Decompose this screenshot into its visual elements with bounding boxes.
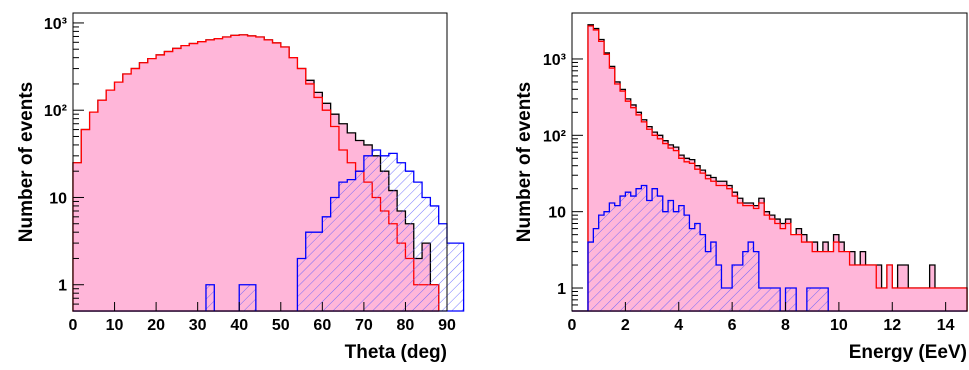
- left-x-tick-label: 30: [189, 317, 207, 334]
- left-x-tick-label: 90: [438, 317, 456, 334]
- right-histograms: [572, 24, 968, 312]
- right-y-tick-label: 10³: [543, 52, 566, 69]
- right-plot-frame: [571, 12, 968, 312]
- left-y-tick-label: 10: [49, 190, 67, 207]
- left-x-ticks: 0 10 20 30 40 50 60 70 80 90: [69, 302, 456, 334]
- chart-right: 0 2 4 6 8 10 12 14 1 10 10² 10³ Energy (EeV) Numbe…: [514, 12, 968, 363]
- right-y-ticks: 1 10 10² 10³: [543, 52, 583, 312]
- chart-left: 0 10 20 30 40 50 60 70 80 90 1 10 10² 10³ Theta (deg…: [16, 12, 465, 363]
- left-x-tick-label: 70: [355, 317, 373, 334]
- left-y-axis-label: Number of events: [16, 82, 37, 242]
- right-x-tick-label: 12: [883, 317, 901, 334]
- right-x-axis-label: Energy (EeV): [849, 342, 967, 363]
- left-histograms: [72, 34, 465, 312]
- left-plot-frame: [72, 12, 448, 312]
- left-x-tick-label: 80: [397, 317, 415, 334]
- left-y-tick-label: 1: [58, 278, 67, 295]
- right-y-tick-label: 1: [557, 281, 566, 298]
- right-y-tick-label: 10: [548, 205, 566, 222]
- left-x-axis-label: Theta (deg): [345, 342, 447, 363]
- right-x-ticks: 0 2 4 6 8 10 12 14: [568, 302, 955, 334]
- left-x-tick-label: 20: [147, 317, 165, 334]
- right-x-tick-label: 14: [937, 317, 955, 334]
- left-y-tick-label: 10²: [44, 103, 67, 120]
- right-y-tick-label: 10²: [543, 128, 566, 145]
- left-x-tick-label: 10: [106, 317, 124, 334]
- left-y-tick-label: 10³: [44, 16, 67, 33]
- right-x-tick-label: 6: [728, 317, 737, 334]
- right-x-tick-label: 8: [781, 317, 790, 334]
- right-y-axis-label: Number of events: [514, 82, 535, 242]
- left-y-ticks: 1 10 10² 10³: [44, 16, 84, 312]
- right-x-tick-label: 4: [674, 317, 683, 334]
- left-x-tick-label: 40: [230, 317, 248, 334]
- right-x-tick-label: 2: [621, 317, 630, 334]
- left-x-tick-label: 60: [313, 317, 331, 334]
- right-x-tick-label: 0: [568, 317, 577, 334]
- right-x-tick-label: 10: [830, 317, 848, 334]
- left-x-tick-label: 50: [272, 317, 290, 334]
- left-x-tick-label: 0: [69, 317, 78, 334]
